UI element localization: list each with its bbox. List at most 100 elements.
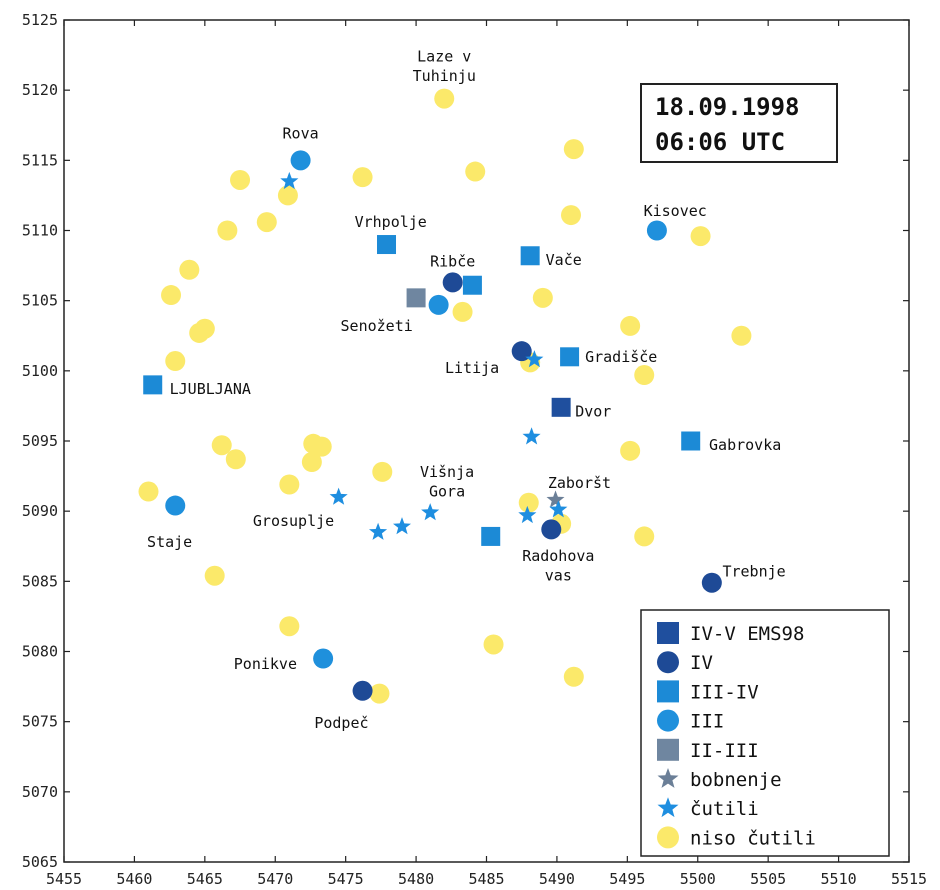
place-label: Vače xyxy=(546,251,582,269)
point-iii xyxy=(646,220,667,241)
legend-frame xyxy=(640,609,890,857)
legend-marker-bobnenje xyxy=(657,768,679,788)
point-iv xyxy=(511,341,532,362)
legend-item-cutili: čutili xyxy=(657,797,759,820)
legend-label: II-III xyxy=(690,740,759,762)
point-niso-cutili xyxy=(161,285,182,306)
legend-label: čutili xyxy=(690,798,759,820)
legend-marker-niso-cutili xyxy=(657,826,679,849)
point-iv-v xyxy=(551,397,571,417)
legend-label: IV-V EMS98 xyxy=(690,623,804,645)
place-label: Zaboršt xyxy=(548,474,611,492)
legend-items: IV-V EMS98 IV III-IV III II-III bobnenje čutil… xyxy=(657,622,816,849)
point-iii-iv xyxy=(520,246,540,266)
legend-marker-iii-iv xyxy=(657,680,679,703)
point-niso-cutili xyxy=(277,185,298,206)
place-label: vas xyxy=(545,567,572,585)
point-niso-cutili xyxy=(434,88,455,109)
y-tick-label: 5075 xyxy=(22,713,58,731)
point-niso-cutili xyxy=(620,315,641,336)
legend-item-iii-iv: III-IV xyxy=(657,680,759,703)
place-label: Ribče xyxy=(430,252,475,270)
x-tick-label: 5460 xyxy=(116,870,152,888)
point-iv xyxy=(541,519,562,540)
y-tick-label: 5100 xyxy=(22,362,58,380)
point-niso-cutili xyxy=(483,634,504,655)
legend-item-iv: IV xyxy=(657,651,713,674)
place-label: Gabrovka xyxy=(709,436,781,454)
x-tick-label: 5505 xyxy=(750,870,786,888)
legend-label: III-IV xyxy=(690,681,759,703)
place-label: Ponikve xyxy=(234,655,297,673)
point-bobnenje xyxy=(546,490,565,508)
place-label: Litija xyxy=(445,359,499,377)
y-tick-label: 5070 xyxy=(22,783,58,801)
point-iii-iv xyxy=(481,526,501,546)
point-niso-cutili xyxy=(311,436,332,457)
legend-marker-iv xyxy=(657,651,679,674)
y-tick-label: 5090 xyxy=(22,502,58,520)
point-niso-cutili xyxy=(369,683,390,704)
place-label: Rova xyxy=(283,125,319,143)
y-tick-label: 5105 xyxy=(22,292,58,310)
y-tick-label: 5110 xyxy=(22,222,58,240)
point-niso-cutili xyxy=(561,205,581,226)
point-niso-cutili xyxy=(211,435,232,456)
place-label: Gora xyxy=(429,483,465,501)
point-iii xyxy=(428,294,449,315)
legend-label: IV xyxy=(690,652,713,674)
point-cutili xyxy=(280,171,299,190)
legend-item-ii-iii: II-III xyxy=(657,738,759,762)
point-niso-cutili xyxy=(532,287,553,308)
point-niso-cutili xyxy=(465,161,486,182)
point-iii-iv xyxy=(462,275,482,295)
y-tick-label: 5120 xyxy=(22,81,58,99)
place-label: Staje xyxy=(147,533,192,551)
x-tick-label: 5495 xyxy=(609,870,645,888)
point-niso-cutili xyxy=(634,365,655,386)
place-label: Kisovec xyxy=(644,202,707,220)
x-tick-label: 5470 xyxy=(257,870,293,888)
place-label: Senožeti xyxy=(341,317,413,335)
y-tick-label: 5085 xyxy=(22,572,58,590)
y-tick-label: 5065 xyxy=(22,853,58,871)
legend-item-niso-cutili: niso čutili xyxy=(657,826,816,849)
date-box-frame xyxy=(640,83,838,163)
y-tick-label: 5080 xyxy=(22,643,58,661)
point-iii-iv xyxy=(143,375,163,395)
place-label: Dvor xyxy=(575,403,611,421)
x-tick-label: 5475 xyxy=(328,870,364,888)
legend-label: niso čutili xyxy=(690,827,816,849)
point-niso-cutili xyxy=(204,565,225,586)
point-niso-cutili xyxy=(731,325,752,346)
point-cutili xyxy=(329,487,348,505)
place-label: Laze v xyxy=(417,47,471,65)
point-cutili xyxy=(518,505,537,524)
point-cutili xyxy=(522,427,541,445)
x-tick-label: 5500 xyxy=(680,870,716,888)
point-iii-iv xyxy=(377,235,397,255)
place-label: Trebnje xyxy=(722,563,785,581)
place-label: LJUBLJANA xyxy=(170,380,251,398)
point-niso-cutili xyxy=(372,461,393,482)
point-iii-iv xyxy=(560,347,580,367)
observation-points xyxy=(138,88,752,704)
place-label: Tuhinju xyxy=(413,67,476,85)
y-tick-label: 5125 xyxy=(22,11,58,29)
legend-item-bobnenje: bobnenje xyxy=(657,768,782,791)
point-niso-cutili xyxy=(217,220,238,241)
date-text: 18.09.1998 xyxy=(655,93,800,121)
legend-label: bobnenje xyxy=(690,769,782,791)
point-niso-cutili xyxy=(620,440,641,461)
legend-marker-iv-v xyxy=(657,622,679,644)
x-tick-label: 5485 xyxy=(468,870,504,888)
place-label: Gradišče xyxy=(585,348,657,366)
point-iii-iv xyxy=(681,431,701,451)
point-iii xyxy=(290,150,311,171)
place-label: Podpeč xyxy=(314,714,368,732)
point-niso-cutili xyxy=(230,169,251,190)
point-iii xyxy=(313,648,334,669)
legend-label: III xyxy=(690,711,724,733)
point-cutili xyxy=(393,517,411,535)
